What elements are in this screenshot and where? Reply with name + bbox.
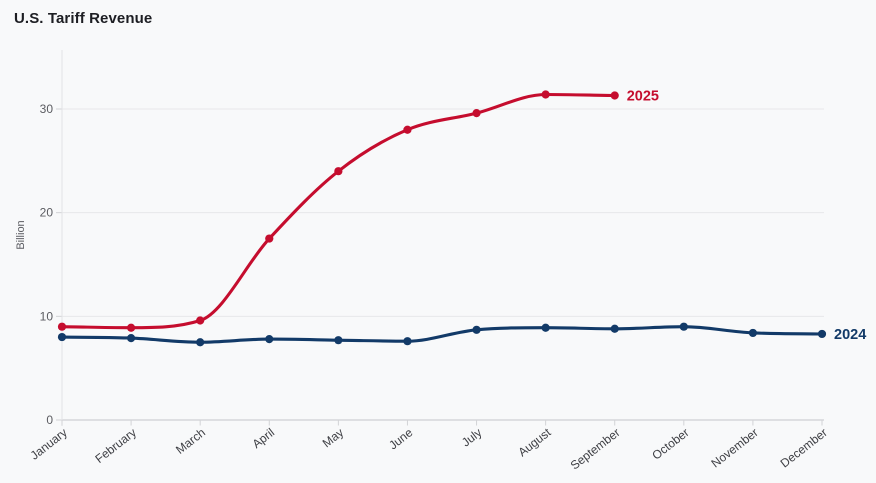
series-label-2025: 2025	[627, 89, 659, 105]
series-label-2024: 2024	[834, 327, 866, 343]
chart-title: U.S. Tariff Revenue	[14, 10, 153, 27]
y-axis-tick-label: 20	[40, 206, 54, 220]
data-point-2025-march[interactable]	[196, 316, 205, 325]
data-point-2025-june[interactable]	[403, 125, 412, 134]
x-axis-label-december: December	[778, 425, 830, 470]
data-point-2024-december[interactable]	[817, 329, 827, 339]
data-point-2024-april[interactable]	[265, 335, 274, 344]
data-point-2024-october[interactable]	[679, 322, 688, 331]
data-point-2024-september[interactable]	[610, 324, 619, 333]
x-axis-label-march: March	[173, 425, 208, 457]
data-point-2024-august[interactable]	[541, 323, 550, 332]
data-point-2024-may[interactable]	[334, 336, 343, 345]
y-axis-title: Billion	[15, 220, 27, 249]
x-axis-label-january: January	[28, 425, 70, 462]
data-point-2024-june[interactable]	[403, 337, 412, 346]
y-axis-tick-label: 10	[40, 309, 54, 323]
data-point-2025-may[interactable]	[334, 167, 343, 176]
data-point-2024-february[interactable]	[126, 334, 136, 343]
data-point-2024-november[interactable]	[748, 328, 758, 338]
series-line-2025	[60, 92, 617, 330]
x-axis-label-july: July	[459, 425, 484, 449]
data-point-2025-january[interactable]	[57, 322, 67, 331]
x-axis-label-november: November	[709, 425, 761, 470]
data-point-2024-march[interactable]	[196, 338, 205, 347]
data-point-2025-july[interactable]	[472, 109, 481, 118]
x-axis-label-september: September	[568, 425, 623, 472]
x-axis-label-june: June	[386, 425, 415, 452]
x-axis-label-april: April	[250, 425, 278, 451]
data-point-2024-july[interactable]	[472, 325, 481, 334]
data-point-2025-september[interactable]	[610, 91, 619, 100]
x-axis-label-february: February	[92, 425, 138, 466]
data-point-2025-august[interactable]	[541, 90, 550, 99]
y-axis-tick-label: 30	[40, 102, 54, 116]
x-axis-label-october: October	[649, 425, 691, 462]
data-point-2025-april[interactable]	[265, 234, 274, 243]
y-axis-tick-label: 0	[46, 413, 53, 427]
data-point-2024-january[interactable]	[57, 332, 67, 342]
series-line-2024	[60, 325, 824, 344]
data-point-2025-february[interactable]	[126, 323, 136, 332]
x-axis-label-august: August	[515, 425, 554, 459]
x-axis-label-may: May	[320, 425, 346, 450]
